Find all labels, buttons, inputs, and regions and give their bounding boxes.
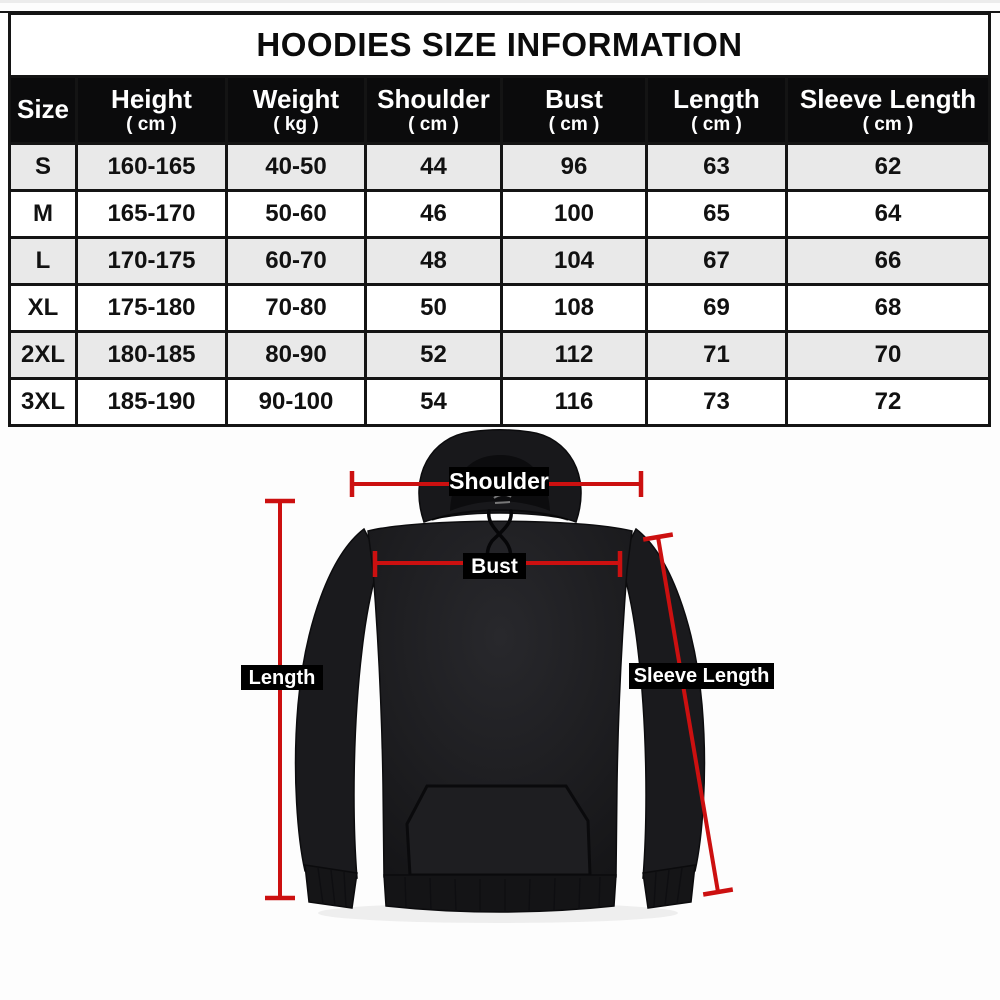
header-label: Sleeve Length xyxy=(799,83,977,114)
header-label: Length xyxy=(673,83,760,114)
header-unit: ( cm ) xyxy=(408,113,459,135)
collar-line xyxy=(431,509,569,521)
hem-band xyxy=(383,874,617,913)
cell-weight: 90-100 xyxy=(225,377,367,427)
shoulder-measure-label: Shoulder xyxy=(449,467,549,496)
cell-size: 3XL xyxy=(8,377,78,427)
cell-sleeve: 66 xyxy=(785,236,991,286)
cell-weight: 60-70 xyxy=(225,236,367,286)
cell-height: 175-180 xyxy=(75,283,228,333)
cell-bust: 104 xyxy=(500,236,648,286)
cell-size: XL xyxy=(8,283,78,333)
header-bust: Bust( cm ) xyxy=(500,75,648,145)
cell-sleeve: 68 xyxy=(785,283,991,333)
header-shoulder: Shoulder( cm ) xyxy=(364,75,503,145)
cell-shoulder: 52 xyxy=(364,330,503,380)
header-height: Height( cm ) xyxy=(75,75,228,145)
cell-height: 180-185 xyxy=(75,330,228,380)
header-size: Size xyxy=(8,75,78,145)
cell-size: L xyxy=(8,236,78,286)
header-unit: ( cm ) xyxy=(691,113,742,135)
cell-length: 67 xyxy=(645,236,788,286)
cell-length: 71 xyxy=(645,330,788,380)
cell-height: 165-170 xyxy=(75,189,228,239)
cell-length: 65 xyxy=(645,189,788,239)
header-sleeve-length: Sleeve Length( cm ) xyxy=(785,75,991,145)
header-label: Size xyxy=(16,94,70,125)
header-unit: ( cm ) xyxy=(548,113,600,135)
hoodie-illustration xyxy=(265,429,734,923)
table-row-2xl: 2XL 180-185 80-90 52 112 71 70 xyxy=(8,330,991,380)
table-header-row: Size Height( cm ) Weight( kg ) Shoulder(… xyxy=(8,75,991,145)
cell-length: 73 xyxy=(645,377,788,427)
sleeve-length-measure-label: Sleeve Length xyxy=(629,663,774,689)
cell-bust: 96 xyxy=(500,142,648,192)
cell-size: 2XL xyxy=(8,330,78,380)
cell-bust: 116 xyxy=(500,377,648,427)
length-measure-line xyxy=(265,498,295,901)
cell-size: S xyxy=(8,142,78,192)
right-sleeve xyxy=(619,527,706,879)
cell-shoulder: 50 xyxy=(364,283,503,333)
cell-weight: 70-80 xyxy=(225,283,367,333)
hoodie-cuffs xyxy=(304,864,696,909)
size-table: HOODIES SIZE INFORMATION Size Height( cm… xyxy=(8,12,991,427)
header-unit: ( kg ) xyxy=(273,113,319,135)
cell-length: 63 xyxy=(645,142,788,192)
cell-bust: 100 xyxy=(500,189,648,239)
cell-height: 185-190 xyxy=(75,377,228,427)
header-label: Weight xyxy=(252,83,340,114)
cell-bust: 108 xyxy=(500,283,648,333)
cell-size: M xyxy=(8,189,78,239)
cell-shoulder: 54 xyxy=(364,377,503,427)
cell-sleeve: 70 xyxy=(785,330,991,380)
left-sleeve xyxy=(294,527,381,879)
table-row-xl: XL 175-180 70-80 50 108 69 68 xyxy=(8,283,991,333)
header-length: Length( cm ) xyxy=(645,75,788,145)
table-row-m: M 165-170 50-60 46 100 65 64 xyxy=(8,189,991,239)
header-label: Height xyxy=(111,83,192,114)
cell-weight: 40-50 xyxy=(225,142,367,192)
cell-shoulder: 48 xyxy=(364,236,503,286)
table-row-s: S 160-165 40-50 44 96 63 62 xyxy=(8,142,991,192)
header-weight: Weight( kg ) xyxy=(225,75,367,145)
cell-height: 170-175 xyxy=(75,236,228,286)
page-title: HOODIES SIZE INFORMATION xyxy=(8,12,991,78)
header-unit: ( cm ) xyxy=(862,113,914,135)
cell-sleeve: 72 xyxy=(785,377,991,427)
table-row-3xl: 3XL 185-190 90-100 54 116 73 72 xyxy=(8,377,991,427)
cell-weight: 80-90 xyxy=(225,330,367,380)
bust-measure-label: Bust xyxy=(463,553,526,579)
cell-bust: 112 xyxy=(500,330,648,380)
cell-length: 69 xyxy=(645,283,788,333)
cell-shoulder: 44 xyxy=(364,142,503,192)
table-row-l: L 170-175 60-70 48 104 67 66 xyxy=(8,236,991,286)
cell-height: 160-165 xyxy=(75,142,228,192)
header-label: Bust xyxy=(545,83,603,114)
cell-sleeve: 64 xyxy=(785,189,991,239)
header-label: Shoulder xyxy=(377,83,490,114)
table-title-row: HOODIES SIZE INFORMATION xyxy=(8,12,991,78)
length-measure-label: Length xyxy=(241,665,323,690)
cell-weight: 50-60 xyxy=(225,189,367,239)
measurement-diagram: Shoulder Bust Length Sleeve Length xyxy=(0,425,1000,1000)
kangaroo-pocket xyxy=(405,784,592,877)
cell-shoulder: 46 xyxy=(364,189,503,239)
top-edge-noise xyxy=(0,0,1000,3)
cell-sleeve: 62 xyxy=(785,142,991,192)
sleeve-length-measure-line xyxy=(642,532,734,897)
header-unit: ( cm ) xyxy=(126,113,177,135)
